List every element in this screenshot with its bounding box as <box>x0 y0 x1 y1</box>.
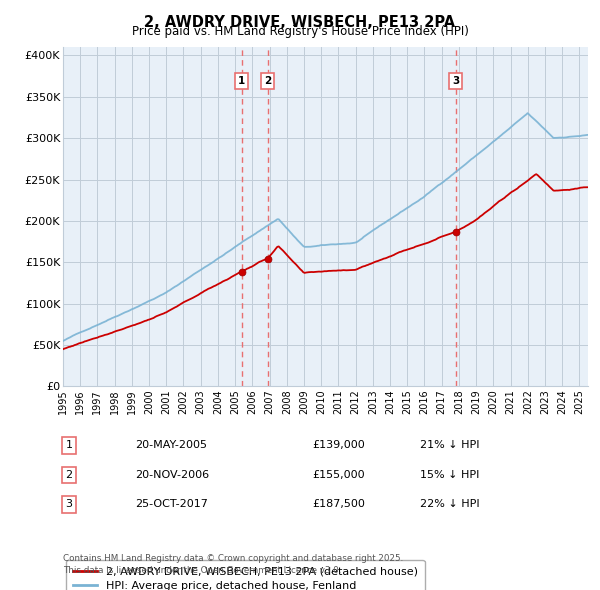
Text: £139,000: £139,000 <box>312 441 365 450</box>
Text: 21% ↓ HPI: 21% ↓ HPI <box>420 441 479 450</box>
Text: 2, AWDRY DRIVE, WISBECH, PE13 2PA: 2, AWDRY DRIVE, WISBECH, PE13 2PA <box>145 15 455 30</box>
Text: 2: 2 <box>264 76 271 86</box>
Text: 3: 3 <box>452 76 460 86</box>
Text: 1: 1 <box>65 441 73 450</box>
Text: £187,500: £187,500 <box>312 500 365 509</box>
Legend: 2, AWDRY DRIVE, WISBECH, PE13 2PA (detached house), HPI: Average price, detached: 2, AWDRY DRIVE, WISBECH, PE13 2PA (detac… <box>66 560 425 590</box>
Text: Price paid vs. HM Land Registry's House Price Index (HPI): Price paid vs. HM Land Registry's House … <box>131 25 469 38</box>
Text: 3: 3 <box>65 500 73 509</box>
Text: 25-OCT-2017: 25-OCT-2017 <box>135 500 208 509</box>
Text: 20-NOV-2006: 20-NOV-2006 <box>135 470 209 480</box>
Text: 20-MAY-2005: 20-MAY-2005 <box>135 441 207 450</box>
Text: 22% ↓ HPI: 22% ↓ HPI <box>420 500 479 509</box>
Text: Contains HM Land Registry data © Crown copyright and database right 2025.
This d: Contains HM Land Registry data © Crown c… <box>63 555 403 575</box>
Text: £155,000: £155,000 <box>312 470 365 480</box>
Text: 2: 2 <box>65 470 73 480</box>
Text: 1: 1 <box>238 76 245 86</box>
Text: 15% ↓ HPI: 15% ↓ HPI <box>420 470 479 480</box>
